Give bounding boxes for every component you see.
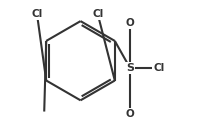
Text: Cl: Cl bbox=[31, 9, 43, 19]
Text: O: O bbox=[126, 109, 134, 119]
Text: S: S bbox=[126, 63, 134, 73]
Text: Cl: Cl bbox=[92, 9, 103, 19]
Text: O: O bbox=[126, 18, 134, 28]
Text: Cl: Cl bbox=[153, 63, 165, 73]
